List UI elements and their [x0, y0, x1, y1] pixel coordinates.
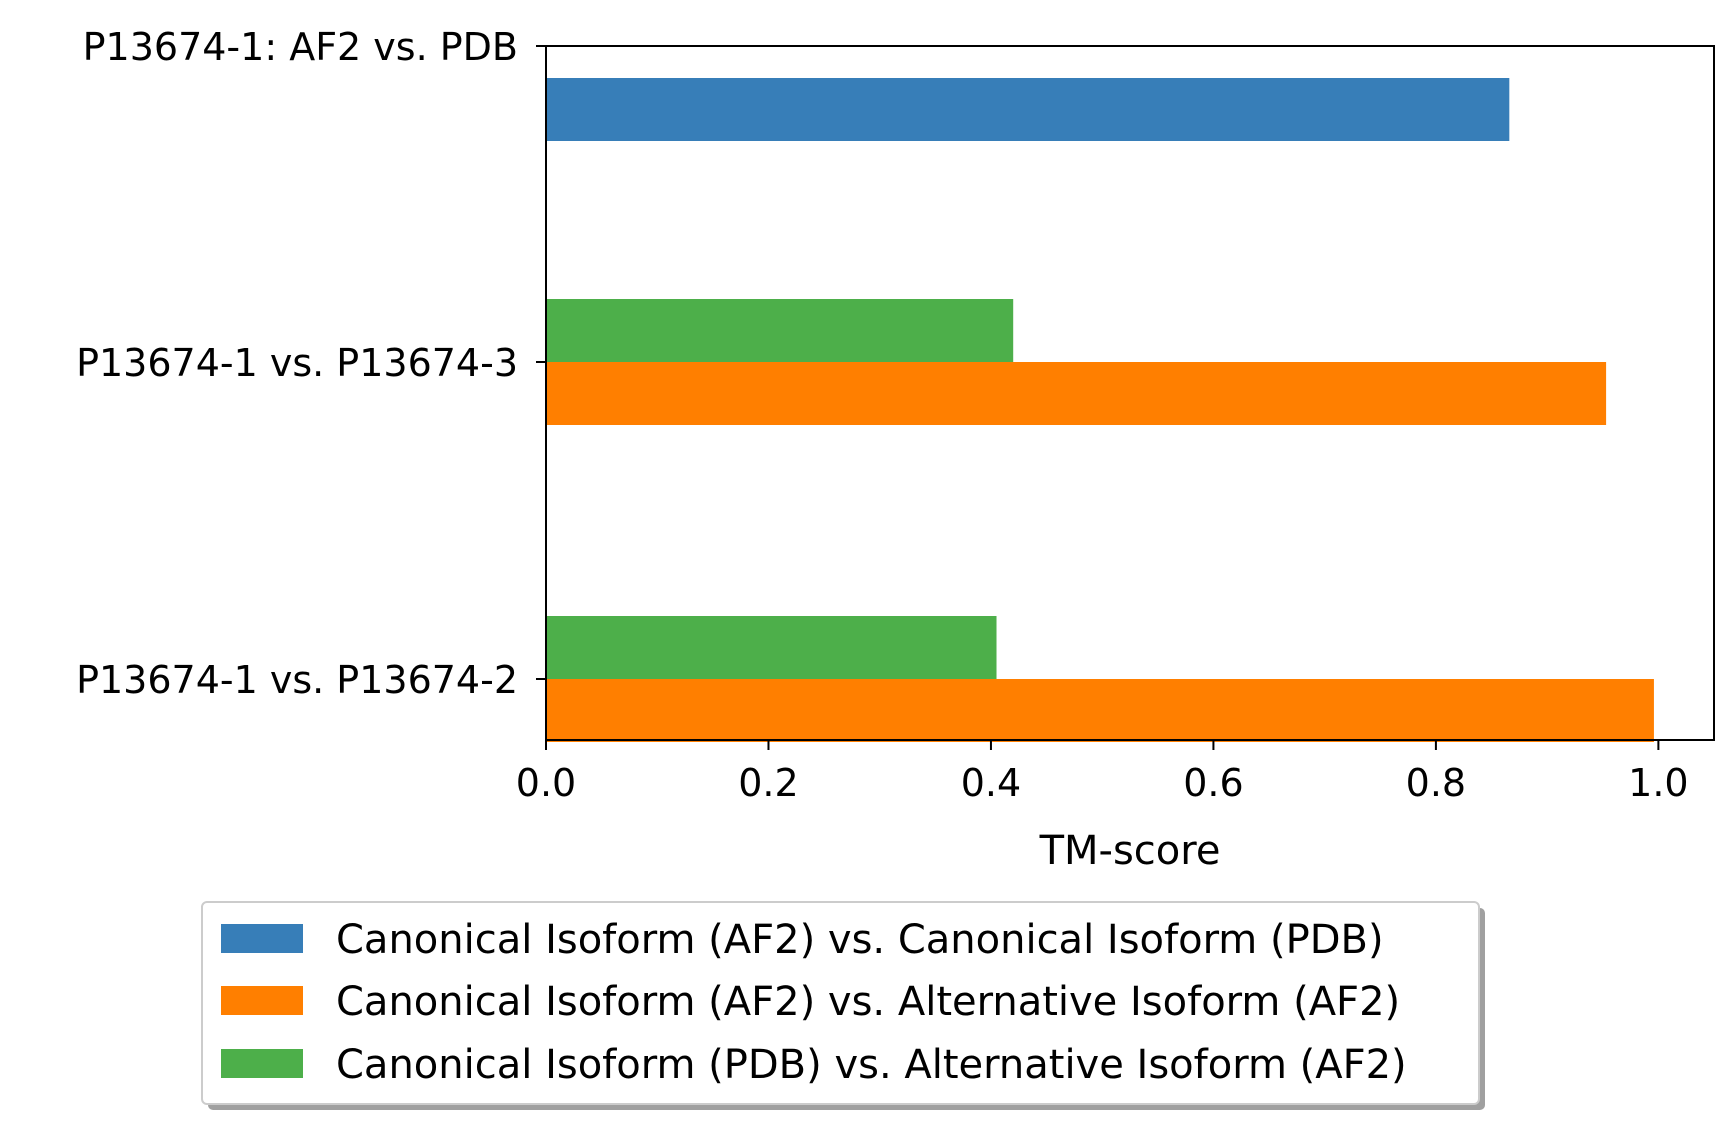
x-tick-label: 1.0: [1628, 761, 1688, 805]
y-tick-label: P13674-1 vs. P13674-3: [76, 341, 518, 385]
legend-swatch: [221, 924, 303, 953]
x-tick-label: 0.0: [516, 761, 576, 805]
y-tick-label: P13674-1 vs. P13674-2: [76, 658, 518, 702]
bars-layer: [546, 78, 1654, 742]
bar-1-2: [546, 679, 1654, 742]
y-axis: P13674-1: AF2 vs. PDB P13674-1 vs. P13674…: [76, 25, 546, 702]
bar-2-2: [546, 616, 997, 679]
x-tick-label: 0.4: [961, 761, 1021, 805]
legend: Canonical Isoform (AF2) vs. Canonical Is…: [201, 901, 1485, 1110]
axes-frame: [545, 45, 1715, 741]
legend-swatch: [221, 986, 303, 1015]
y-tick-label: P13674-1: AF2 vs. PDB: [83, 25, 518, 69]
legend-entries: Canonical Isoform (AF2) vs. Canonical Is…: [221, 917, 1407, 1088]
x-axis-label: TM-score: [1039, 828, 1221, 874]
legend-box: [201, 901, 1480, 1105]
bar-1-1: [546, 362, 1607, 425]
bar-2-1: [546, 299, 1014, 362]
x-axis: 0.0 0.2 0.4 0.6 0.8 1.0: [516, 740, 1689, 805]
legend-label: Canonical Isoform (AF2) vs. Alternative …: [336, 979, 1400, 1025]
legend-label: Canonical Isoform (AF2) vs. Canonical Is…: [336, 917, 1384, 963]
x-tick-label: 0.2: [738, 761, 798, 805]
legend-label: Canonical Isoform (PDB) vs. Alternative …: [336, 1042, 1407, 1088]
x-tick-label: 0.8: [1406, 761, 1466, 805]
bar-0-0: [546, 78, 1510, 141]
x-tick-label: 0.6: [1183, 761, 1243, 805]
legend-swatch: [221, 1049, 303, 1078]
